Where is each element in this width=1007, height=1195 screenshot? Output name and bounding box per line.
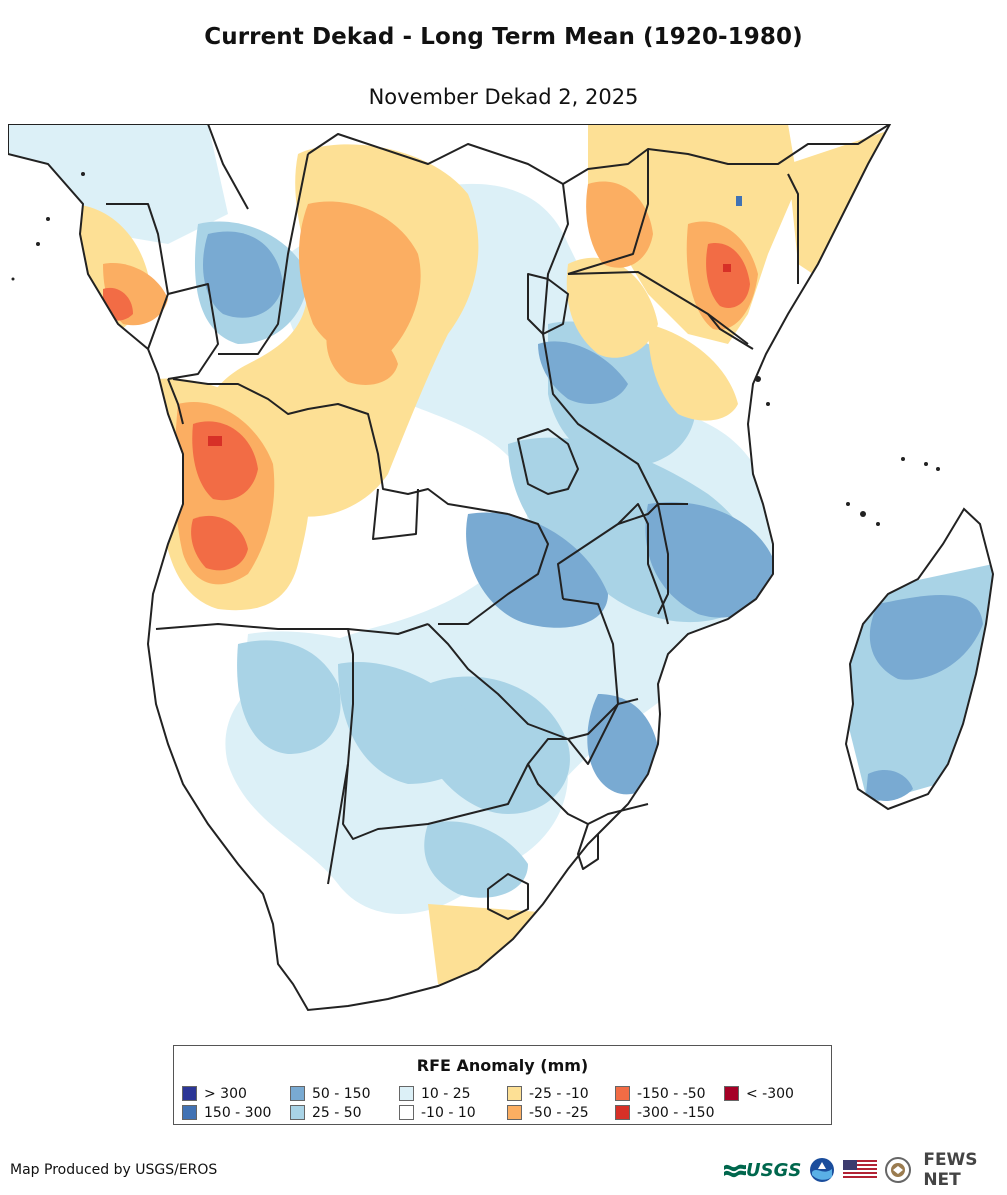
noaa-logo-icon xyxy=(809,1157,835,1183)
legend-item: -25 - -10 xyxy=(507,1085,589,1102)
legend-title: RFE Anomaly (mm) xyxy=(416,1056,589,1075)
legend-item: 50 - 150 xyxy=(290,1085,371,1102)
legend-swatch xyxy=(724,1086,739,1101)
legend-item: -150 - -50 xyxy=(615,1085,706,1102)
legend-swatch xyxy=(290,1086,305,1101)
legend-label: -25 - -10 xyxy=(529,1085,589,1102)
legend-label: 50 - 150 xyxy=(312,1085,371,1102)
partner-logos: USGS FEWS NET xyxy=(724,1150,1007,1190)
map-legend: RFE Anomaly (mm) > 300 150 - 300 50 - 15… xyxy=(173,1045,832,1125)
legend-item: -300 - -150 xyxy=(615,1104,715,1121)
legend-label: < -300 xyxy=(746,1085,794,1102)
legend-item: -50 - -25 xyxy=(507,1104,589,1121)
legend-item: 150 - 300 xyxy=(182,1104,271,1121)
legend-item: 10 - 25 xyxy=(399,1085,471,1102)
legend-label: > 300 xyxy=(204,1085,247,1102)
legend-swatch xyxy=(507,1105,522,1120)
map-credit: Map Produced by USGS/EROS xyxy=(10,1162,218,1178)
legend-swatch xyxy=(399,1086,414,1101)
legend-label: 25 - 50 xyxy=(312,1104,362,1121)
legend-swatch xyxy=(507,1086,522,1101)
usgs-logo: USGS xyxy=(724,1160,801,1181)
fews-net-logo: FEWS NET xyxy=(923,1150,978,1190)
legend-label: -10 - 10 xyxy=(421,1104,476,1121)
legend-label: -150 - -50 xyxy=(637,1085,706,1102)
legend-swatch xyxy=(182,1105,197,1120)
legend-item: > 300 xyxy=(182,1085,247,1102)
legend-item: < -300 xyxy=(724,1085,794,1102)
map-subtitle: November Dekad 2, 2025 xyxy=(368,85,639,109)
rainfall-anomaly-map xyxy=(8,124,994,1011)
legend-label: -50 - -25 xyxy=(529,1104,589,1121)
legend-label: 10 - 25 xyxy=(421,1085,471,1102)
state-department-seal-icon xyxy=(885,1157,912,1183)
legend-swatch xyxy=(399,1105,414,1120)
legend-label: -300 - -150 xyxy=(637,1104,715,1121)
usgs-logo-text: USGS xyxy=(746,1159,802,1181)
legend-swatch xyxy=(182,1086,197,1101)
legend-swatch xyxy=(615,1105,630,1120)
us-flag-icon xyxy=(843,1160,878,1180)
map-title: Current Dekad - Long Term Mean (1920-198… xyxy=(204,24,803,50)
legend-swatch xyxy=(615,1086,630,1101)
legend-item: 25 - 50 xyxy=(290,1104,362,1121)
legend-item: -10 - 10 xyxy=(399,1104,476,1121)
legend-label: 150 - 300 xyxy=(204,1104,272,1121)
legend-swatch xyxy=(290,1105,305,1120)
usgs-wave-icon xyxy=(724,1164,746,1178)
